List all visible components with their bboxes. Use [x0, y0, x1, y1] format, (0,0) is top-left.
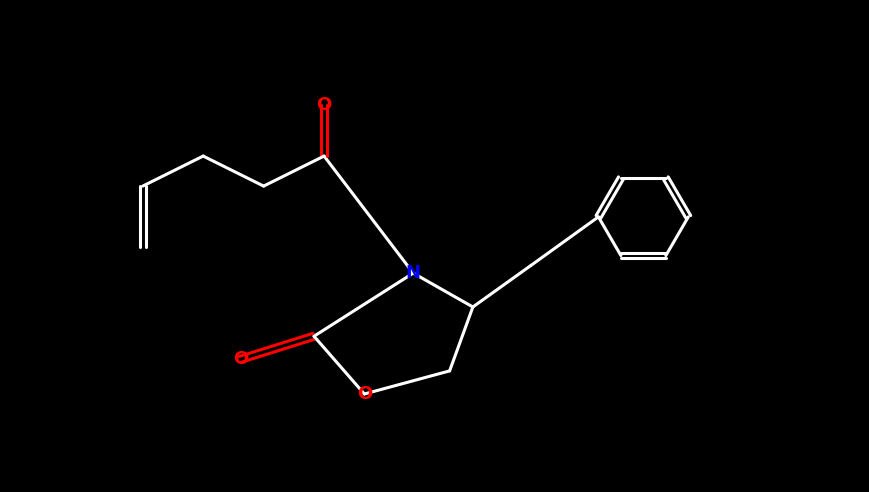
Text: O: O	[316, 96, 332, 114]
Text: N: N	[406, 264, 421, 282]
Text: O: O	[357, 385, 372, 403]
Text: O: O	[233, 350, 248, 369]
